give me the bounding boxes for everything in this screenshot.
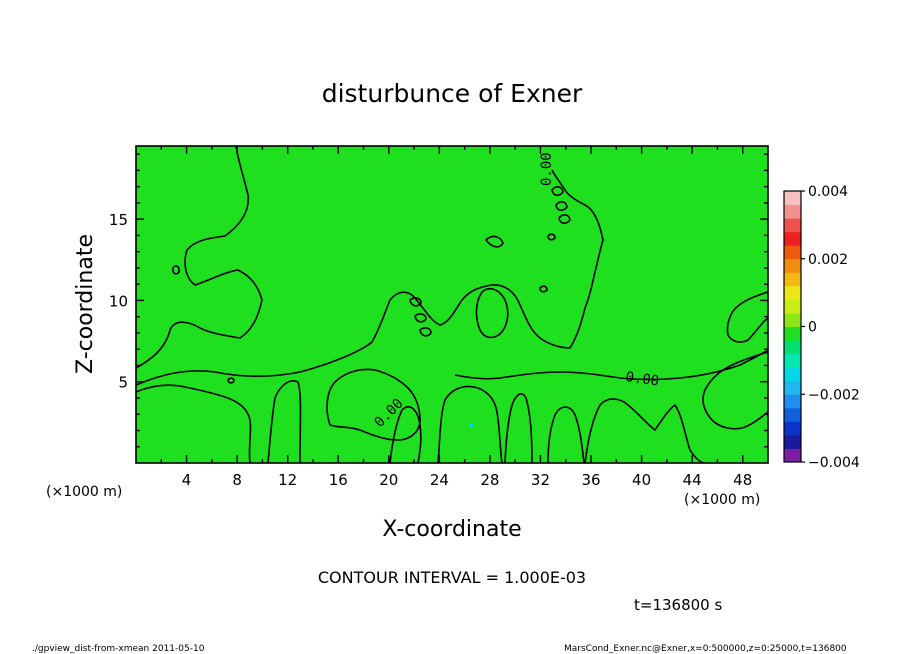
time-stamp: t=136800 s: [634, 596, 722, 614]
colorbar-swatch: [784, 380, 801, 395]
colorbar-swatch: [784, 231, 801, 246]
contour-line-isle10: [227, 377, 235, 384]
contour-line-lower4: [389, 406, 422, 464]
colorbar-swatch: [784, 285, 801, 300]
contour-line-isle2: [172, 265, 180, 275]
colorbar-swatch: [784, 367, 801, 382]
contour-line-isle9: [419, 327, 432, 337]
colorbar-swatch: [784, 312, 801, 327]
x-axis-label: X-coordinate: [382, 517, 521, 542]
contour-line-isle8: [414, 313, 427, 323]
colorbar-swatch: [784, 421, 801, 436]
colorbar-swatch: [784, 448, 801, 463]
colorbar-tick-label: 0: [808, 320, 817, 336]
x-tick-label: 12: [278, 471, 297, 489]
contour-line-right-upper: [726, 291, 769, 343]
contour-line-isle7: [409, 297, 422, 307]
colorbar-swatch: [784, 245, 801, 260]
contour-line-isle4: [551, 186, 564, 196]
colorbar-swatch: [784, 191, 801, 206]
colorbar-swatch: [784, 299, 801, 314]
x-tick-label: 44: [683, 471, 702, 489]
contour-line-lower6: [504, 393, 533, 464]
contour-label: 0.00: [624, 369, 660, 390]
plot-frame: [135, 145, 769, 464]
x-tick-label: 16: [329, 471, 348, 489]
contour-line-band: [454, 349, 769, 381]
contour-line-top: [135, 145, 263, 369]
x-tick-label: 48: [733, 471, 752, 489]
colorbar-swatch: [784, 353, 801, 368]
colorbar-swatch: [784, 258, 801, 273]
footer-right: MarsCond_Exner.nc@Exner,x=0:500000,z=0:2…: [564, 644, 847, 654]
x-tick-label: 20: [379, 471, 398, 489]
x-unit-right: (×1000 m): [684, 492, 760, 508]
x-tick-label: 8: [232, 471, 242, 489]
colorbar-tick-label: −0.002: [808, 387, 860, 403]
contour-line-lower8: [584, 398, 705, 464]
colorbar-swatch: [784, 272, 801, 287]
colorbar-swatch: [784, 326, 801, 341]
x-tick-label: 36: [581, 471, 600, 489]
contour-line-right: [702, 351, 769, 430]
colorbar-swatch: [784, 407, 801, 422]
colorbar-tick-label: 0.002: [808, 252, 848, 268]
contour-lines: [135, 145, 769, 464]
contour-interval: CONTOUR INTERVAL = 1.000E-03: [318, 568, 586, 587]
x-tick-label: 24: [430, 471, 449, 489]
y-tick-label: 10: [109, 292, 128, 310]
colorbar-tick-label: −0.004: [808, 455, 860, 471]
contour-line-isle1: [475, 288, 509, 339]
footer-left: ./gpview_dist-from-xmean 2011-05-10: [32, 644, 205, 654]
y-axis-label: Z-coordinate: [73, 234, 98, 374]
negative-speck: [470, 424, 473, 427]
contour-line-isle3: [485, 235, 504, 248]
colorbar-swatch: [784, 340, 801, 355]
colorbar-swatch: [784, 204, 801, 219]
contour-line-lower7: [547, 406, 585, 464]
x-tick-label: 4: [182, 471, 192, 489]
contour-line-lower: [135, 384, 252, 464]
colorbar-swatch: [784, 394, 801, 409]
contour-line-isle12: [547, 233, 556, 241]
x-unit-left: (×1000 m): [46, 484, 122, 500]
colorbar-swatch: [784, 434, 801, 449]
contour-line-isle6: [558, 214, 571, 224]
x-tick-label: 40: [632, 471, 651, 489]
contour-line-lower5: [437, 385, 503, 464]
x-axis-ticks: 4 8 12 16 20 24 28 32 36 40 44 48: [160, 146, 752, 489]
colorbar-tick-label: 0.004: [808, 184, 848, 200]
contour-line-lower3: [326, 368, 421, 441]
colorbar-ticks: 0.004 0.002 0 −0.002 −0.004: [801, 184, 860, 471]
y-axis-ticks: 5 10 15: [109, 153, 768, 448]
x-tick-label: 32: [531, 471, 550, 489]
contour-label: 0.00: [539, 152, 555, 186]
x-tick-label: 28: [480, 471, 499, 489]
y-tick-label: 5: [118, 374, 128, 392]
chart-title: disturbunce of Exner: [322, 79, 583, 108]
colorbar-swatch: [784, 218, 801, 233]
plot-area: [136, 146, 768, 463]
contour-line-lower2: [267, 380, 302, 464]
contour-line-isle11: [539, 285, 548, 293]
contour-line-isle5: [555, 201, 568, 211]
colorbar: [784, 191, 801, 463]
contour-line-mid: [135, 169, 604, 386]
y-tick-label: 15: [109, 211, 128, 229]
